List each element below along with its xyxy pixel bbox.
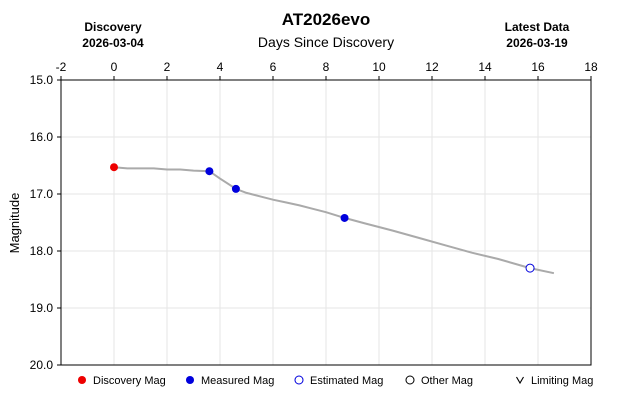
x-tick-label: 16 bbox=[531, 60, 545, 74]
discovery-date: 2026-03-04 bbox=[82, 36, 144, 50]
x-tick-label: -2 bbox=[56, 60, 67, 74]
discovery-label: Discovery bbox=[84, 20, 142, 34]
legend: Discovery Mag Measured Mag Estimated Mag Ot… bbox=[78, 375, 593, 387]
model-curve-group bbox=[113, 166, 555, 275]
legend-label-discovery-mag: Discovery Mag bbox=[93, 375, 166, 387]
x-tick-label: 18 bbox=[584, 60, 598, 74]
y-tick-label: 20.0 bbox=[30, 358, 54, 372]
y-tick-label: 18.0 bbox=[30, 244, 54, 258]
x-tick-label: 2 bbox=[164, 60, 171, 74]
measured-mag-point bbox=[340, 213, 349, 222]
x-tick-label: 4 bbox=[217, 60, 224, 74]
model-curve-line bbox=[113, 166, 555, 275]
legend-marker-limiting-mag bbox=[516, 376, 524, 385]
legend-label-measured-mag: Measured Mag bbox=[201, 375, 274, 387]
y-axis-label: Magnitude bbox=[7, 193, 22, 254]
x-tick-label: 12 bbox=[425, 60, 439, 74]
x-axis-label: Days Since Discovery bbox=[258, 34, 394, 50]
legend-marker-measured-mag bbox=[186, 376, 194, 384]
data-points bbox=[110, 163, 535, 273]
estimated-mag-point bbox=[525, 263, 535, 273]
latest-data-label: Latest Data bbox=[505, 20, 570, 34]
measured-mag-point bbox=[205, 167, 214, 176]
measured-mag-point bbox=[231, 184, 240, 193]
x-tick-label: 14 bbox=[478, 60, 492, 74]
y-tick-label: 19.0 bbox=[30, 301, 54, 315]
y-tick-label: 15.0 bbox=[30, 73, 54, 87]
x-tick-label: 10 bbox=[372, 60, 386, 74]
legend-label-estimated-mag: Estimated Mag bbox=[310, 375, 383, 387]
x-tick-label: 8 bbox=[323, 60, 330, 74]
discovery-mag-point bbox=[110, 163, 118, 172]
legend-marker-estimated-mag bbox=[294, 375, 304, 385]
axis-ticks: -2 0 2 4 6 8 10 12 14 16 18 15.0 16.0 17.0 18.0 19.0 20.… bbox=[30, 60, 598, 372]
legend-label-other-mag: Other Mag bbox=[421, 375, 473, 387]
y-tick-label: 17.0 bbox=[30, 187, 54, 201]
chart-title: AT2026evo bbox=[282, 10, 371, 29]
legend-marker-other-mag bbox=[405, 375, 415, 385]
legend-marker-discovery-mag bbox=[78, 376, 86, 384]
y-tick-label: 16.0 bbox=[30, 130, 54, 144]
x-tick-label: 6 bbox=[270, 60, 277, 74]
grid-lines bbox=[61, 80, 591, 365]
legend-label-limiting-mag: Limiting Mag bbox=[531, 375, 593, 387]
latest-data-date: 2026-03-19 bbox=[506, 36, 568, 50]
x-tick-label: 0 bbox=[111, 60, 118, 74]
